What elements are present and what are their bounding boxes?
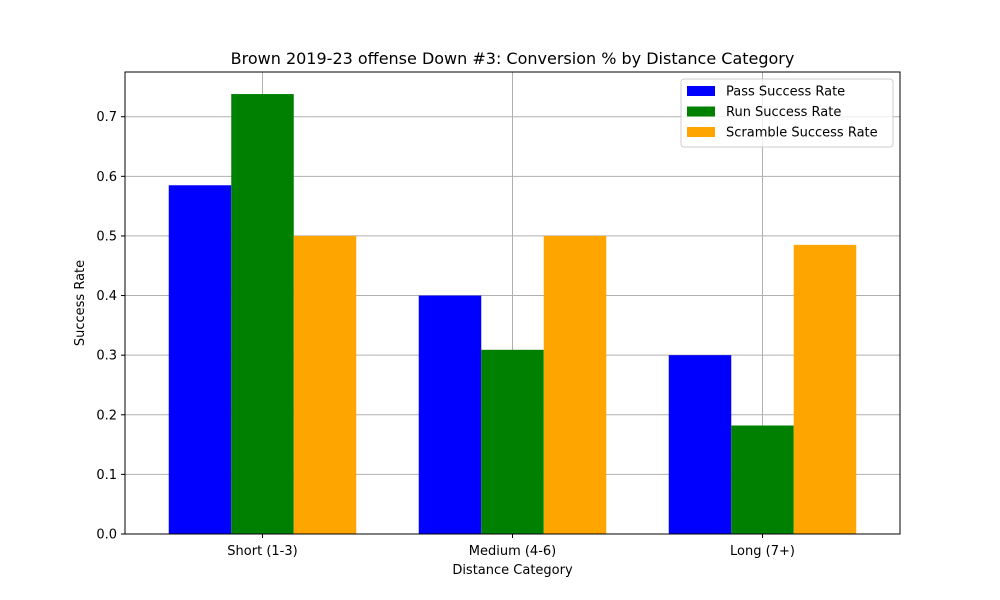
bar-scramble-2 — [793, 244, 857, 534]
y-tick-label: 0.4 — [96, 289, 117, 304]
y-tick-label: 0.5 — [96, 229, 117, 244]
y-tick-label: 0.7 — [96, 110, 117, 125]
chart-title: Brown 2019-23 offense Down #3: Conversio… — [231, 49, 795, 68]
legend-swatch — [687, 127, 715, 137]
bar-pass-1 — [418, 295, 482, 534]
y-tick-label: 0.1 — [96, 468, 117, 483]
y-tick-label: 0.6 — [96, 170, 117, 185]
legend-label: Scramble Success Rate — [726, 126, 878, 141]
legend-swatch — [687, 86, 715, 96]
y-axis-label: Success Rate — [73, 260, 88, 346]
bar-run-2 — [731, 425, 794, 534]
x-axis-label: Distance Category — [452, 563, 573, 578]
bar-scramble-0 — [293, 235, 357, 534]
bar-pass-2 — [668, 355, 732, 534]
bar-pass-0 — [168, 185, 232, 534]
legend-label: Run Success Rate — [726, 105, 841, 120]
y-tick-label: 0.3 — [96, 349, 117, 364]
legend-box — [680, 78, 894, 148]
ticks-layer: 0.0 0.1 0.2 0.3 0.4 0.5 0.6 0.7 Short (1-3) Mediu… — [96, 110, 795, 559]
x-tick-label: Long (7+) — [730, 544, 795, 559]
x-tick-label: Short (1-3) — [227, 544, 297, 559]
legend: Pass Success Rate Run Success Rate Scrambl… — [680, 78, 894, 148]
x-tick-label: Medium (4-6) — [469, 544, 557, 559]
bars-layer — [168, 94, 857, 535]
bar-scramble-1 — [543, 235, 607, 534]
bar-run-0 — [231, 94, 294, 535]
bar-run-1 — [481, 349, 544, 534]
y-tick-label: 0.2 — [96, 408, 117, 423]
legend-swatch — [687, 106, 715, 117]
legend-label: Pass Success Rate — [726, 85, 845, 100]
y-tick-label: 0.0 — [96, 528, 117, 543]
